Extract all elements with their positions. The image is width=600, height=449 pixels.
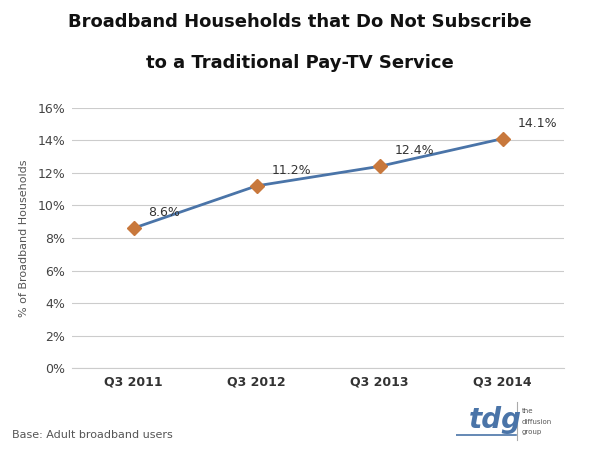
Text: tdg: tdg [469,406,521,434]
Text: 8.6%: 8.6% [148,206,180,219]
Text: 11.2%: 11.2% [271,164,311,177]
Text: to a Traditional Pay-TV Service: to a Traditional Pay-TV Service [146,54,454,72]
Text: the: the [521,408,533,414]
Text: 14.1%: 14.1% [517,117,557,130]
Text: Broadband Households that Do Not Subscribe: Broadband Households that Do Not Subscri… [68,13,532,31]
Text: diffusion: diffusion [521,419,552,425]
Text: Base: Adult broadband users: Base: Adult broadband users [12,430,173,440]
Text: 12.4%: 12.4% [394,145,434,158]
Y-axis label: % of Broadband Households: % of Broadband Households [19,159,29,317]
Text: group: group [521,429,542,435]
